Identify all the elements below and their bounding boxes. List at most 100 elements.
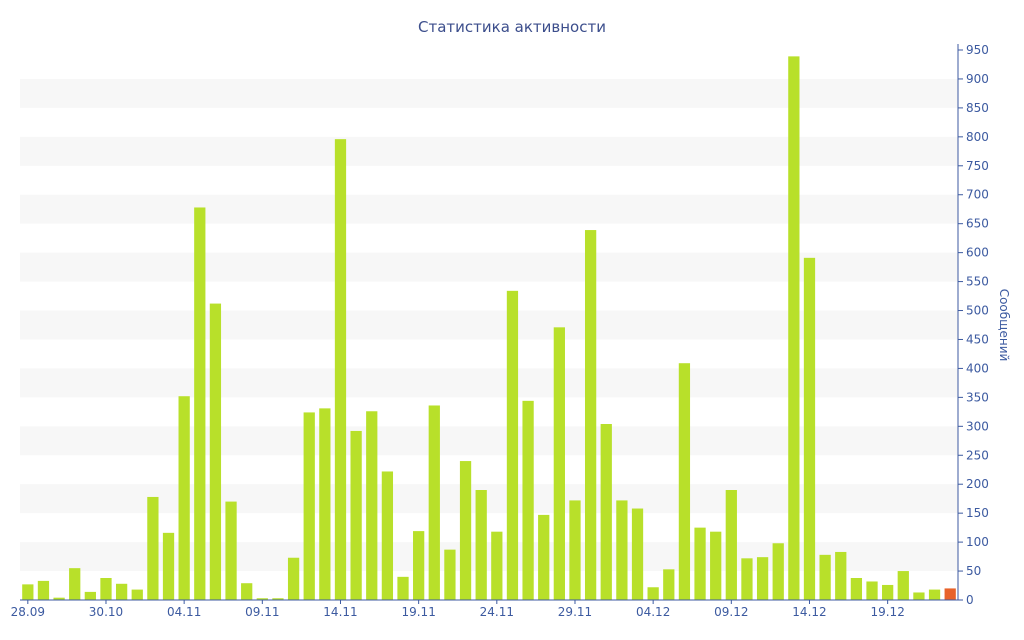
y-tick-label: 750 [966, 159, 989, 173]
bar[interactable] [287, 557, 300, 600]
bar[interactable] [850, 578, 863, 600]
bar[interactable] [647, 587, 659, 600]
y-tick-label: 300 [966, 419, 989, 433]
bar[interactable] [178, 396, 190, 600]
background-band [20, 542, 958, 572]
bar[interactable] [663, 569, 675, 600]
y-tick-label: 450 [966, 332, 989, 346]
bar[interactable] [37, 580, 50, 600]
bar-series [22, 56, 956, 601]
bar[interactable] [491, 531, 503, 600]
bar[interactable] [772, 543, 784, 600]
bar[interactable] [553, 327, 565, 600]
x-tick-label: 14.11 [323, 605, 357, 619]
y-tick-label: 250 [966, 448, 989, 462]
bar[interactable] [897, 571, 909, 600]
bar[interactable] [381, 471, 394, 600]
bar[interactable] [147, 496, 159, 600]
bar[interactable] [53, 597, 65, 600]
bar[interactable] [84, 591, 96, 600]
bar[interactable] [428, 405, 440, 600]
y-tick-label: 50 [966, 564, 981, 578]
x-tick-label: 09.12 [714, 605, 748, 619]
bar[interactable] [866, 581, 878, 600]
background-band [20, 78, 958, 108]
background-band [20, 136, 958, 166]
bar[interactable] [256, 598, 268, 600]
bar[interactable] [678, 363, 691, 600]
bar-current[interactable] [944, 588, 956, 600]
bar[interactable] [115, 583, 128, 600]
bar[interactable] [835, 551, 847, 600]
bar[interactable] [100, 578, 112, 600]
y-axis: 0 50 100 150 200 250 300 350 400 450 500 550 600 650 7… [957, 43, 989, 607]
bar[interactable] [366, 411, 378, 600]
y-tick-label: 150 [966, 506, 989, 520]
x-tick-label: 09.11 [245, 605, 279, 619]
x-tick-label: 24.11 [480, 605, 514, 619]
bar[interactable] [303, 412, 315, 600]
bar[interactable] [459, 461, 472, 600]
bar[interactable] [741, 558, 753, 600]
background-band [20, 194, 958, 224]
bar[interactable] [522, 400, 534, 600]
bar[interactable] [725, 490, 737, 600]
bar[interactable] [756, 557, 769, 600]
bar[interactable] [69, 568, 81, 600]
y-tick-label: 200 [966, 477, 989, 491]
y-tick-label: 850 [966, 101, 989, 115]
y-tick-label: 400 [966, 361, 989, 375]
bar[interactable] [788, 56, 800, 601]
bar[interactable] [584, 230, 597, 601]
x-tick-label: 28.09 [11, 605, 45, 619]
bar[interactable] [350, 430, 362, 600]
bar[interactable] [803, 257, 816, 600]
x-axis: 28.09 30.10 04.11 09.11 14.11 19.11 24.11 29.11… [11, 599, 958, 619]
bar[interactable] [22, 584, 34, 600]
bar[interactable] [475, 490, 487, 600]
y-tick-label: 700 [966, 188, 989, 202]
bar[interactable] [194, 207, 206, 600]
y-tick-label: 100 [966, 535, 989, 549]
background-band [20, 426, 958, 456]
background-band [20, 252, 958, 282]
bar[interactable] [413, 531, 425, 600]
bar[interactable] [694, 527, 706, 600]
bar[interactable] [397, 576, 409, 600]
bar[interactable] [913, 592, 925, 600]
bar[interactable] [506, 290, 519, 600]
y-tick-label: 350 [966, 390, 989, 404]
x-tick-label: 14.12 [792, 605, 826, 619]
x-tick-label: 04.11 [167, 605, 201, 619]
background-band [20, 310, 958, 340]
x-tick-label: 19.11 [401, 605, 435, 619]
bar[interactable] [272, 598, 284, 600]
bar[interactable] [538, 514, 550, 600]
bar[interactable] [882, 584, 894, 600]
bar[interactable] [334, 139, 347, 600]
bar[interactable] [616, 500, 628, 600]
background-band [20, 484, 958, 514]
y-tick-label: 950 [966, 43, 989, 57]
bar[interactable] [225, 501, 237, 600]
y-tick-label: 900 [966, 72, 989, 86]
x-tick-label: 30.10 [89, 605, 123, 619]
x-tick-label: 29.11 [558, 605, 592, 619]
bar[interactable] [819, 554, 831, 600]
bar[interactable] [444, 549, 456, 600]
bar[interactable] [710, 531, 722, 600]
x-tick-label: 04.12 [636, 605, 670, 619]
bar[interactable] [319, 408, 331, 600]
y-tick-label: 500 [966, 304, 989, 318]
bar[interactable] [162, 532, 175, 600]
bar[interactable] [600, 424, 612, 600]
bar[interactable] [569, 500, 581, 600]
bar[interactable] [631, 508, 644, 600]
y-tick-label: 550 [966, 275, 989, 289]
bar[interactable] [209, 303, 222, 600]
bar[interactable] [928, 589, 941, 600]
bar[interactable] [241, 583, 253, 600]
bar[interactable] [131, 589, 143, 600]
background-band [20, 368, 958, 398]
